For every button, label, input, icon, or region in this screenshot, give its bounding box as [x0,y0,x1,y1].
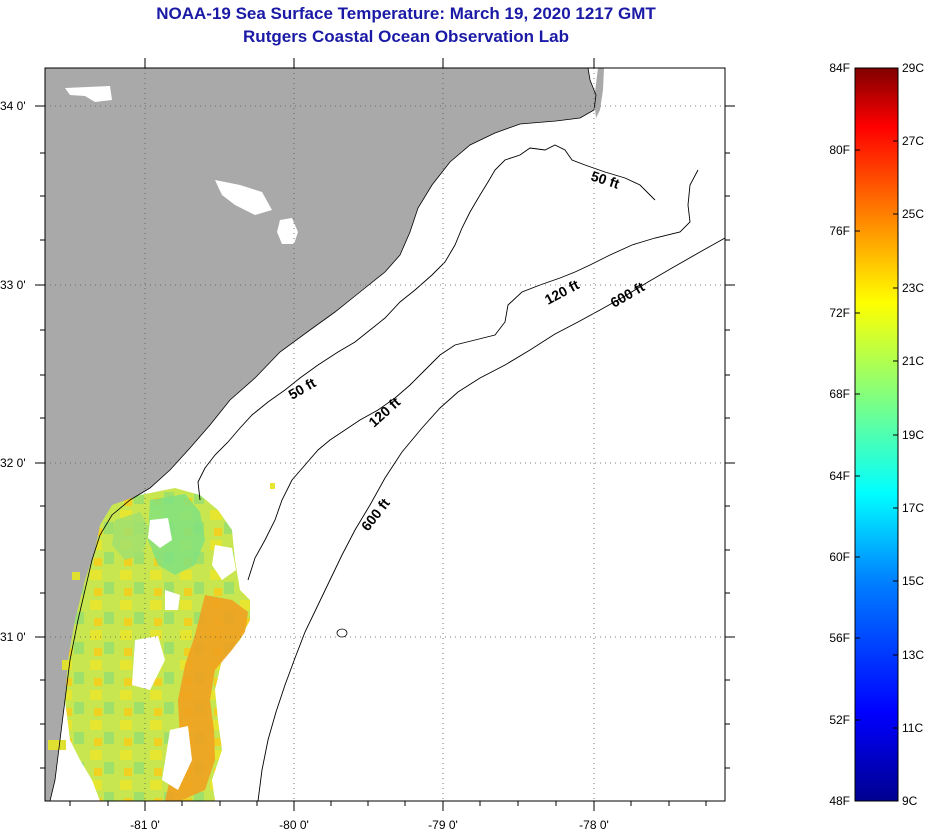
plot-frame [44,67,726,802]
colorbar-ticks-c [893,67,898,802]
colorbar-label-f: 68F [829,387,850,401]
colorbar-label-f: 60F [829,550,850,564]
land-area-north [594,68,604,118]
colorbar-label-f: 56F [829,631,850,645]
coastline [49,68,597,801]
colorbar-label-c: 29C [902,61,924,75]
lat-label: 33 0' [0,278,26,292]
sst-cool-patch [112,512,150,560]
no-data-gap [132,636,165,690]
colorbar-label-c: 11C [902,721,923,735]
map-subtitle: Rutgers Coastal Ocean Observation Lab [243,27,569,46]
colorbar-label-c: 23C [902,281,924,295]
colorbar-label-f: 48F [829,794,850,808]
colorbar-label-c: 25C [902,207,924,221]
colorbar-ticks-f [855,67,860,802]
lat-label: 31 0' [0,630,26,644]
colorbar [854,67,899,802]
colorbar-label-c: 15C [902,574,924,588]
no-data-gap [212,545,236,580]
colorbar-label-f: 76F [829,224,850,238]
lake [215,180,272,215]
lat-label: 34 0' [0,99,26,113]
map-title: NOAA-19 Sea Surface Temperature: March 1… [156,4,656,23]
seamount-contour [336,628,348,638]
colorbar-label-c: 19C [902,428,924,442]
lake [277,218,298,244]
colorbar-label-c: 27C [902,134,924,148]
isobath-50ft [197,144,656,501]
sst-speck [72,572,80,580]
colorbar-label-f: 84F [829,61,850,75]
no-data-gap [165,590,180,610]
lake [65,86,112,102]
colorbar-label-f: 72F [829,306,850,320]
lon-label: -81 0' [130,818,160,832]
lon-label: -80 0' [279,818,309,832]
sst-cool-patch [148,494,205,575]
colorbar-label-c: 21C [902,354,924,368]
colorbar-label-c: 13C [902,648,924,662]
graticule [45,68,725,801]
no-data-gap [148,518,172,548]
lat-label: 32 0' [0,456,26,470]
isobath-600ft [257,237,725,801]
sst-speck [48,740,66,750]
lon-label: -79 0' [428,818,458,832]
sst-speck [270,483,275,489]
isobath-120ft [247,169,699,581]
colorbar-label-f: 80F [829,143,850,157]
colorbar-label-c: 9C [902,794,918,808]
land-area [45,68,596,801]
colorbar-label-c: 17C [902,501,924,515]
no-data-gap [162,726,192,790]
lon-label: -78 0' [579,818,609,832]
sst-speck [62,660,68,670]
colorbar-label-f: 52F [829,713,850,727]
colorbar-label-f: 64F [829,469,850,483]
tick-marks [35,58,735,811]
